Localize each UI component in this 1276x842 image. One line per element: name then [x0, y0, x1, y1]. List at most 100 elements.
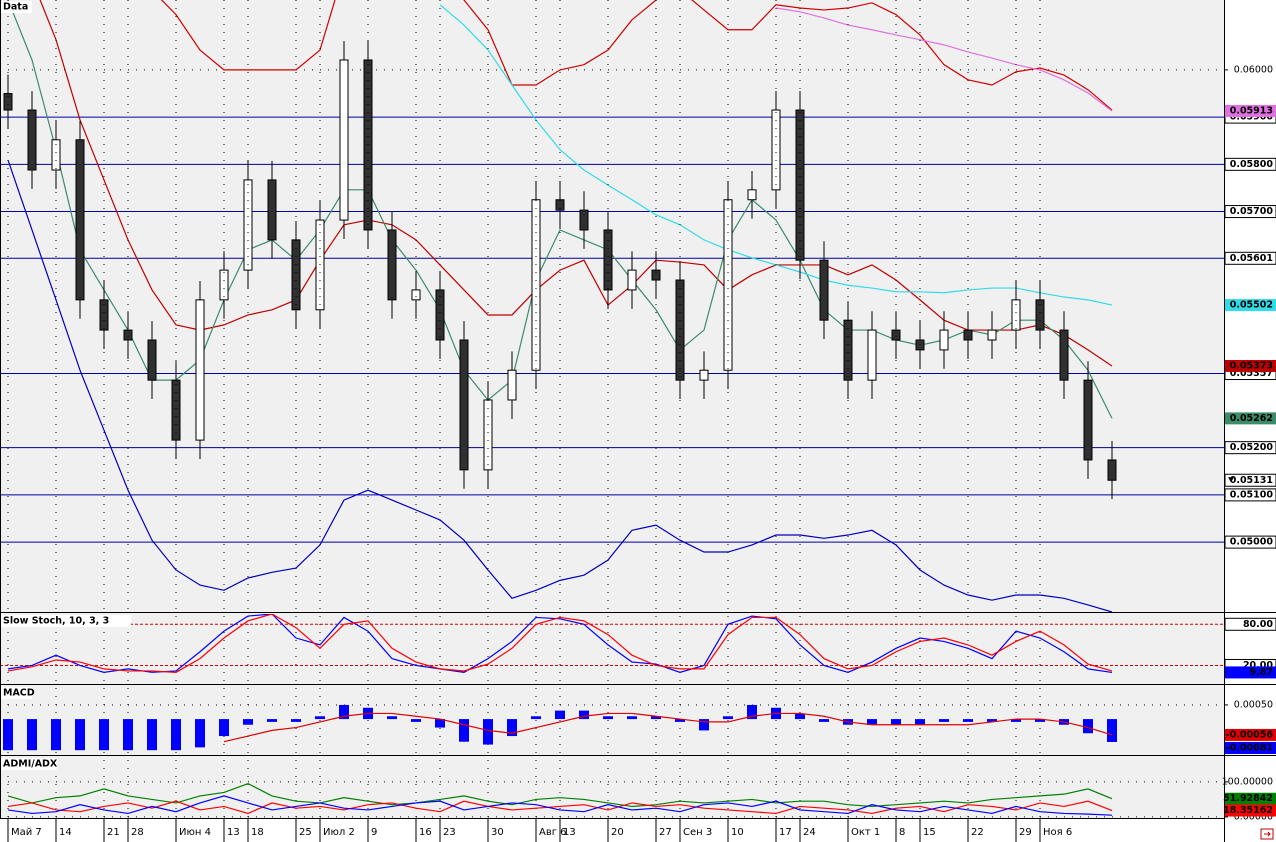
- candle-body: [387, 229, 397, 301]
- y-tick-label: 0.00050: [1234, 699, 1273, 710]
- level-label: 0.05000: [1230, 537, 1274, 548]
- candle-body: [75, 139, 85, 301]
- candle-body: [291, 239, 301, 311]
- macd-bar: [243, 719, 253, 725]
- macd-bar: [963, 719, 973, 722]
- macd-bar: [195, 719, 205, 748]
- indicator-line: [7, 795, 1113, 816]
- candle-body: [1083, 379, 1093, 461]
- x-tick-label: Июн 4: [179, 827, 211, 838]
- level-label-box: [1224, 535, 1276, 549]
- x-tick-label: Май 7: [11, 827, 42, 838]
- candle-body: [579, 209, 589, 231]
- x-tick-label: 10: [731, 827, 744, 838]
- macd-bar: [1011, 719, 1021, 722]
- panel-title: Slow Stoch, 10, 3, 3: [3, 616, 109, 627]
- panel-title: MACD: [3, 688, 35, 699]
- macd-bar: [627, 716, 637, 720]
- macd-bar: [1035, 719, 1045, 722]
- candle-body: [483, 399, 493, 471]
- candle-body: [99, 299, 109, 331]
- series-end-label: 51.92842: [1223, 793, 1273, 804]
- series-end-label-box: [1225, 728, 1276, 741]
- candle-body: [771, 109, 781, 191]
- macd-bar: [171, 719, 181, 751]
- macd-bar: [27, 719, 37, 751]
- y-tick-label: 0.00000: [1234, 811, 1273, 822]
- panel-title-box: [1, 758, 57, 770]
- candle-body: [531, 199, 541, 371]
- macd-bar: [795, 713, 805, 720]
- candle-body: [939, 329, 949, 351]
- panel: [1, 704, 1224, 751]
- macd-bar: [819, 719, 829, 722]
- macd-bar: [291, 719, 301, 722]
- candle-body: [1011, 299, 1021, 331]
- panel-title-box: [1, 615, 131, 627]
- series-end-label-box: [1225, 104, 1276, 117]
- macd-bar: [3, 719, 13, 751]
- candle-body: [891, 329, 901, 341]
- candle-body: [219, 269, 229, 301]
- candle-body: [3, 93, 13, 111]
- series-end-label-box: [1225, 792, 1276, 805]
- candle-body: [51, 139, 61, 171]
- candle-body: [1035, 299, 1045, 331]
- x-tick-label: 28: [131, 827, 144, 838]
- x-tick-label: Ноя 6: [1043, 827, 1072, 838]
- level-label: 0.05357: [1230, 368, 1273, 379]
- series-end-label: 18.35162: [1223, 805, 1273, 816]
- panel-title-box: [1, 687, 32, 699]
- indicator-line: [775, 7, 1113, 112]
- series-end-label: 0.05262: [1230, 413, 1273, 424]
- series-end-label-box: [1225, 412, 1276, 425]
- level-label: 0.05900: [1230, 112, 1274, 123]
- candle-body: [819, 259, 829, 321]
- candle-body: [627, 269, 637, 291]
- macd-bar: [483, 719, 493, 745]
- macd-bar: [603, 716, 613, 720]
- macd-bar: [99, 719, 109, 751]
- series-end-label-box: [1225, 359, 1276, 372]
- x-tick-label: 30: [491, 827, 504, 838]
- candle-body: [507, 369, 517, 401]
- macd-bar: [51, 719, 61, 751]
- macd-bar: [267, 719, 277, 722]
- candle-body: [123, 329, 133, 341]
- macd-bar: [339, 704, 349, 720]
- indicator-line: [7, 800, 1113, 815]
- macd-bar: [1083, 719, 1093, 734]
- macd-bar: [915, 719, 925, 725]
- level-label: 0.05100: [1230, 489, 1274, 500]
- macd-bar: [1107, 719, 1117, 742]
- x-tick-label: 13: [227, 827, 240, 838]
- series-end-label: 9.87: [1250, 667, 1273, 678]
- indicator-line: [160, 0, 1113, 111]
- indicator-line: [39, 0, 1113, 367]
- x-tick-label: 15: [923, 827, 936, 838]
- series-end-label: 0.05502: [1230, 300, 1273, 311]
- candle-body: [339, 59, 349, 221]
- candle-body: [411, 289, 421, 301]
- last-price-box: [1224, 473, 1276, 487]
- candle-body: [795, 109, 805, 261]
- macd-bar: [435, 719, 445, 728]
- macd-bar: [987, 719, 997, 722]
- series-end-label-box: [1225, 299, 1276, 312]
- level-label-box: [1224, 617, 1276, 631]
- candle-body: [675, 279, 685, 381]
- macd-bar: [219, 719, 229, 737]
- series-end-label: 0.05373: [1230, 360, 1273, 371]
- level-label-box: [1224, 441, 1276, 455]
- candle-body: [987, 329, 997, 341]
- macd-end-label: -0.00081: [1226, 742, 1273, 753]
- macd-bar: [867, 719, 877, 725]
- macd-bar: [459, 719, 469, 742]
- panel: [1, 0, 1224, 612]
- candle-body: [459, 339, 469, 471]
- indicator-line: [223, 712, 1113, 743]
- x-tick-label: 24: [803, 827, 816, 838]
- series-end-label: 0.05913: [1230, 105, 1273, 116]
- candle-body: [555, 199, 565, 211]
